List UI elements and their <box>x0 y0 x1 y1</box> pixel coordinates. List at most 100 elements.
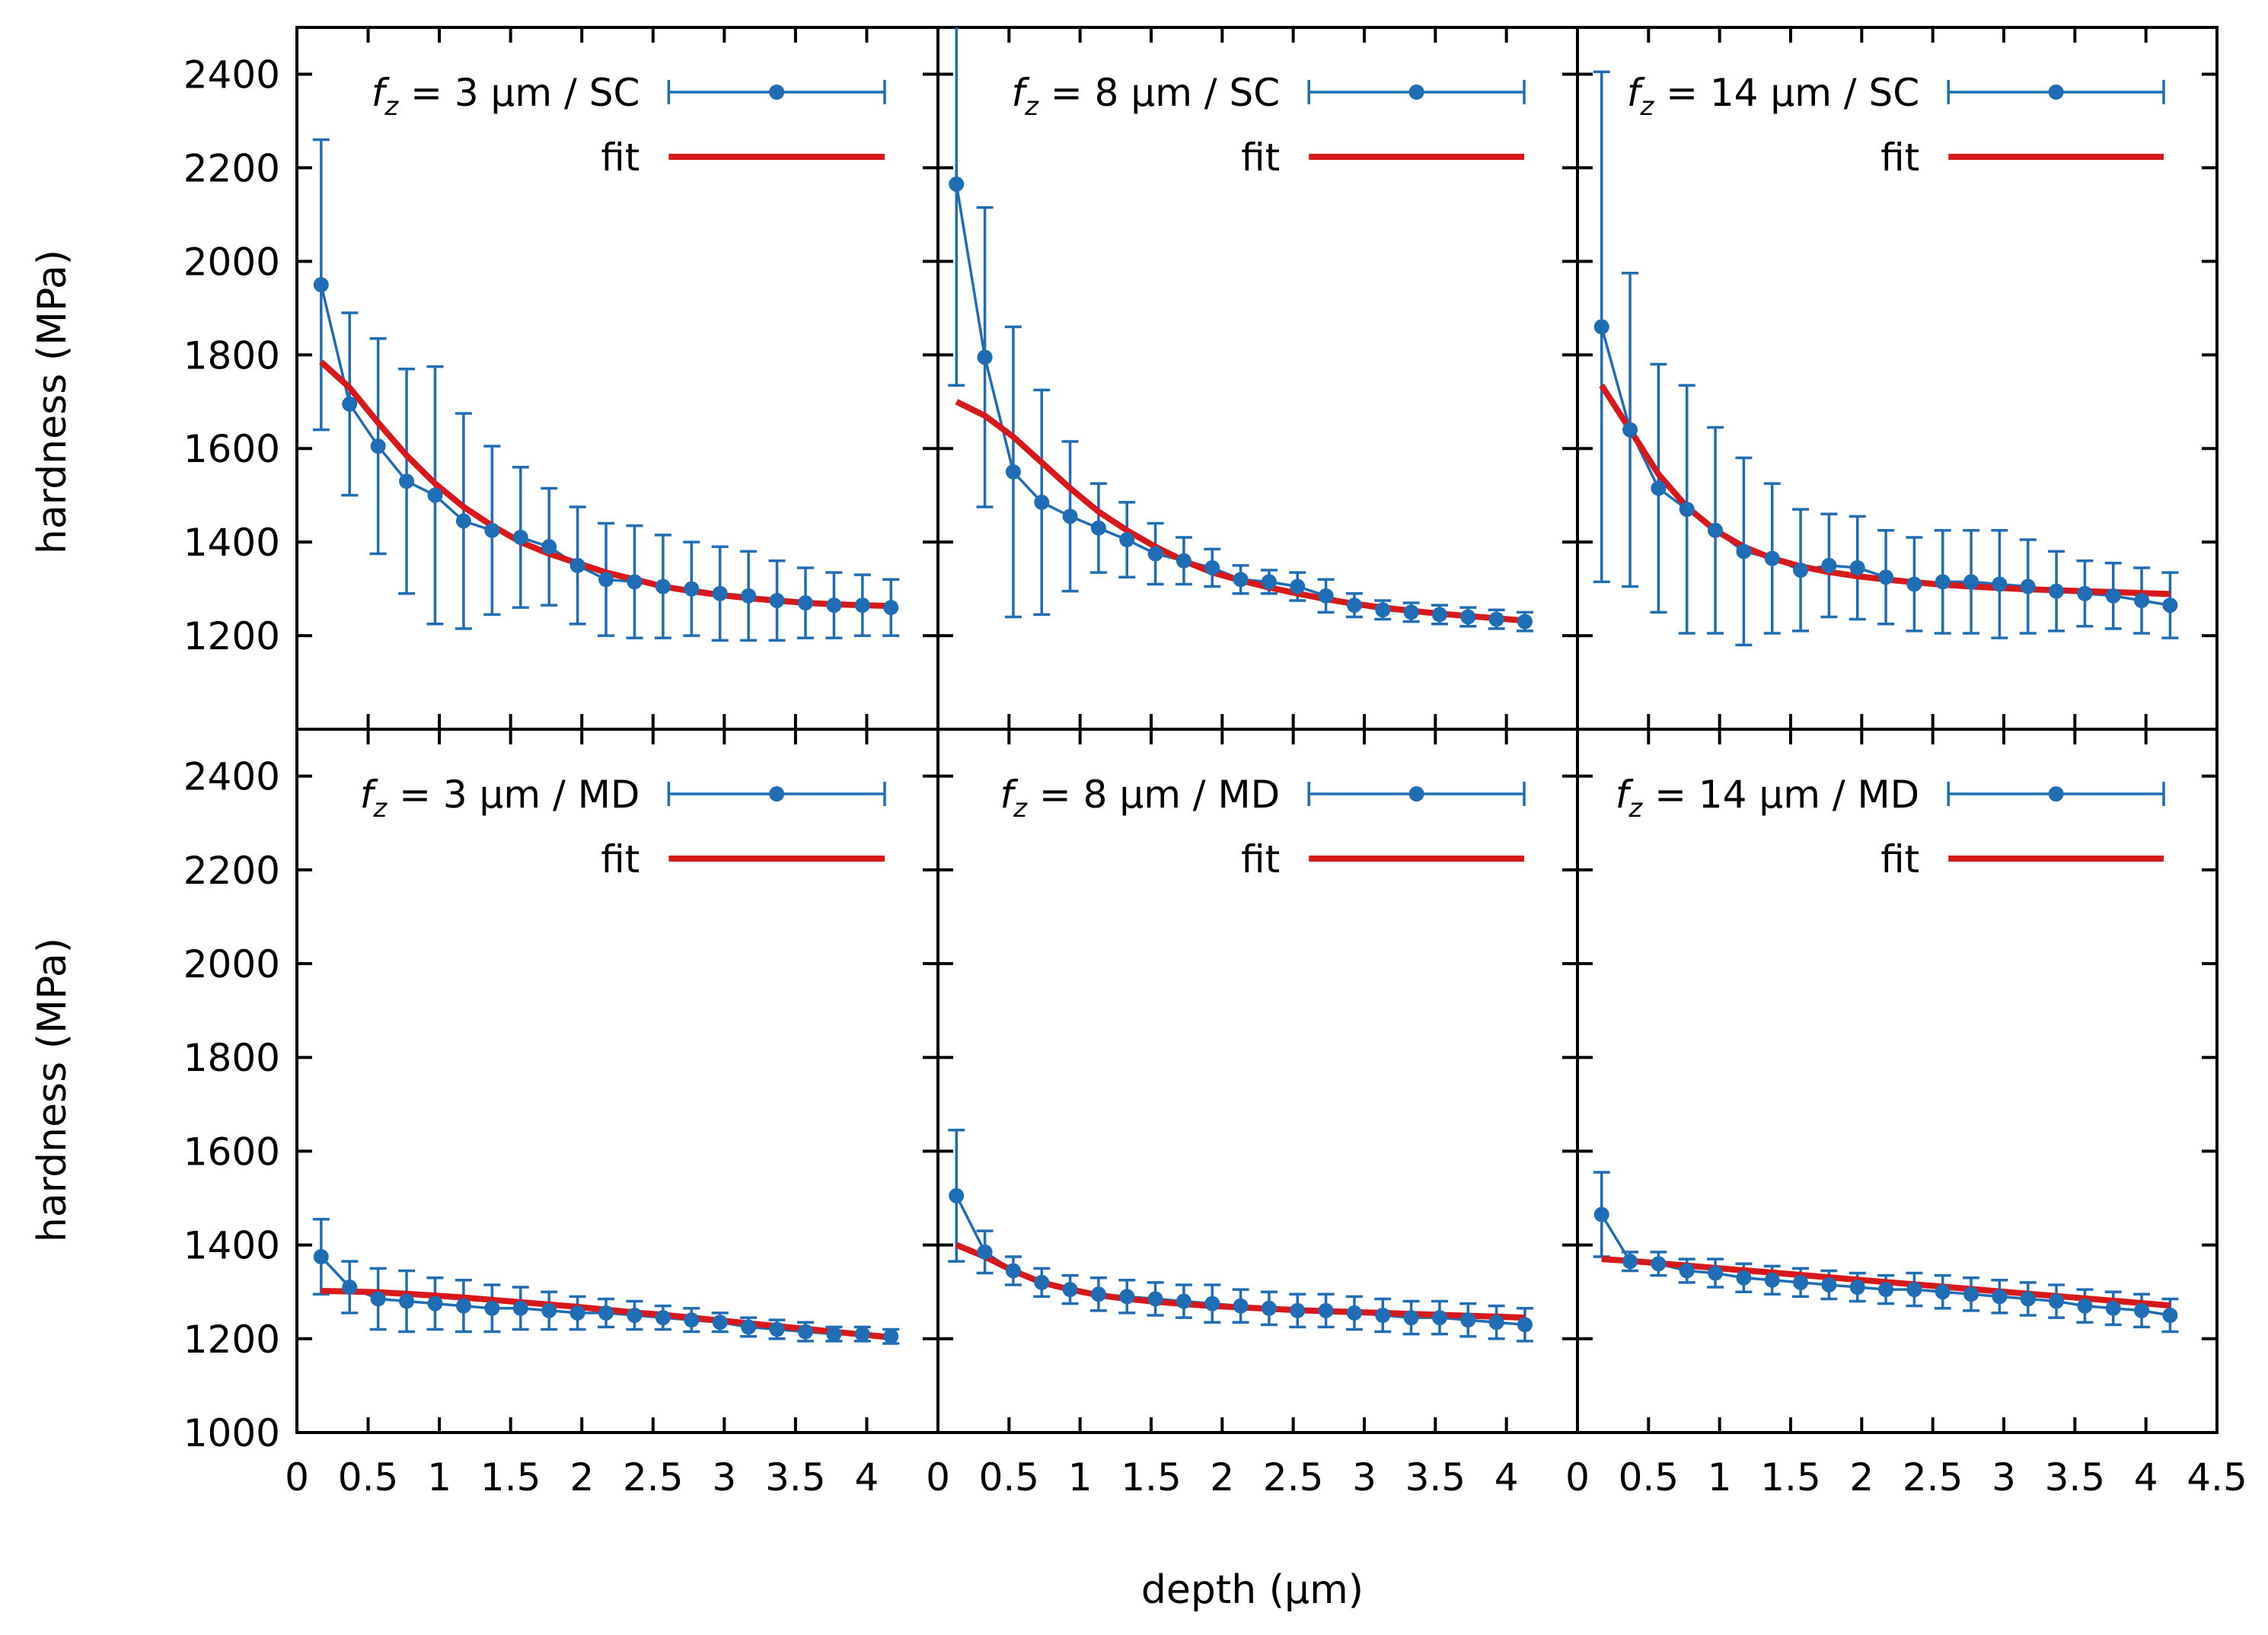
data-point <box>512 1300 528 1316</box>
data-point <box>512 529 528 545</box>
data-point <box>1261 1300 1277 1316</box>
y-tick-label: 1600 <box>183 1130 280 1174</box>
data-point <box>1062 1282 1078 1298</box>
x-tick-label: 2 <box>1210 1455 1234 1500</box>
data-point <box>1488 1315 1504 1331</box>
data-point <box>427 1296 443 1312</box>
data-point <box>1290 578 1306 594</box>
data-point <box>1593 1206 1609 1222</box>
data-point <box>455 513 471 529</box>
x-tick-label: 3 <box>1992 1455 2016 1500</box>
data-point <box>741 1319 757 1335</box>
y-tick-label: 2200 <box>183 146 280 190</box>
x-tick-label: 1.5 <box>1760 1455 1821 1500</box>
data-point <box>484 522 500 538</box>
x-tick-label: 4.5 <box>2187 1455 2247 1500</box>
y-tick-label: 1000 <box>183 1411 280 1455</box>
panel-4: fz = 3 µm / MD fit <box>312 773 900 1345</box>
data-point <box>655 578 671 594</box>
data-point <box>1992 1289 2008 1305</box>
data-point <box>370 1291 386 1307</box>
data-point <box>1375 602 1391 618</box>
data-point <box>1651 480 1667 496</box>
axis-labels: hardness (MPa) hardness (MPa) depth (µm) <box>30 250 1364 1613</box>
data-point <box>1764 1272 1780 1288</box>
data-point <box>1708 522 1724 538</box>
data-point <box>883 600 899 616</box>
data-point <box>1375 1308 1391 1323</box>
data-point <box>1460 609 1476 625</box>
data-point <box>1963 1286 1979 1302</box>
y-tick-label: 2000 <box>183 240 280 284</box>
x-tick-label: 1.5 <box>480 1455 541 1500</box>
data-point <box>2134 1302 2150 1318</box>
data-point <box>1488 611 1504 627</box>
data-point <box>1204 1296 1220 1312</box>
data-point <box>949 176 965 192</box>
legend-fit-label: fit <box>601 837 640 881</box>
data-point <box>1005 1263 1021 1279</box>
y-tick-label: 2400 <box>183 53 280 97</box>
y-axis-label-top: hardness (MPa) <box>30 250 75 554</box>
data-point <box>627 574 643 590</box>
data-point <box>1460 1312 1476 1328</box>
data-point <box>1679 1263 1695 1279</box>
data-point <box>2077 585 2093 601</box>
x-tick-label: 3 <box>1352 1455 1376 1500</box>
data-point <box>1906 1282 1922 1298</box>
data-point <box>541 539 557 555</box>
data-point <box>854 1326 870 1342</box>
x-tick-label: 0 <box>1565 1455 1590 1500</box>
data-point <box>342 396 358 412</box>
data-point <box>2162 1308 2178 1323</box>
data-point <box>569 1305 585 1321</box>
data-point <box>655 1310 671 1326</box>
data-point <box>2049 583 2065 599</box>
data-point <box>1935 1284 1951 1300</box>
data-point <box>854 598 870 614</box>
data-point <box>684 1312 700 1328</box>
data-point <box>2020 1291 2036 1307</box>
x-tick-label: 2.5 <box>1903 1455 1963 1500</box>
legend-label: fz = 3 µm / SC <box>372 71 640 122</box>
data-point <box>797 1324 813 1340</box>
x-tick-label: 1 <box>1068 1455 1093 1500</box>
x-tick-label: 0.5 <box>979 1455 1040 1500</box>
x-axis-label: depth (µm) <box>1141 1567 1364 1613</box>
x-tick-label: 3.5 <box>2045 1455 2106 1500</box>
data-point <box>455 1298 471 1314</box>
data-point <box>2049 1293 2065 1309</box>
legend-data-marker <box>1408 786 1424 802</box>
data-point <box>1062 508 1078 524</box>
data-point <box>1764 550 1780 566</box>
panel-5: fz = 8 µm / MD fit <box>948 773 1533 1343</box>
legend-data-marker <box>769 786 785 802</box>
data-point <box>1517 614 1533 629</box>
panel-frame <box>1576 728 2219 1434</box>
x-tick-label: 4 <box>855 1455 879 1500</box>
data-point <box>741 588 757 604</box>
y-tick-label: 1400 <box>183 1224 280 1268</box>
data-point <box>2105 1300 2121 1316</box>
data-point <box>949 1187 965 1203</box>
y-axis-label-bottom: hardness (MPa) <box>30 938 75 1242</box>
y-tick-label: 1200 <box>183 1318 280 1362</box>
data-point <box>1034 494 1050 510</box>
y-tick-label: 1200 <box>183 614 280 658</box>
data-point <box>1651 1256 1667 1272</box>
data-point <box>1175 553 1191 569</box>
axes-frames: 1200140016001800200022002400100012001400… <box>183 26 2247 1500</box>
data-point <box>1431 607 1447 623</box>
data-point <box>399 473 415 489</box>
data-point <box>1821 557 1837 573</box>
data-point <box>1403 1310 1419 1326</box>
data-point <box>1963 574 1979 590</box>
data-point <box>370 438 386 454</box>
legend-label: fz = 14 µm / MD <box>1616 773 1919 824</box>
legend-label: fz = 8 µm / MD <box>1000 773 1281 824</box>
data-point <box>797 595 813 611</box>
data-point <box>1622 422 1638 438</box>
data-point <box>1593 319 1609 335</box>
data-point <box>598 1305 614 1321</box>
